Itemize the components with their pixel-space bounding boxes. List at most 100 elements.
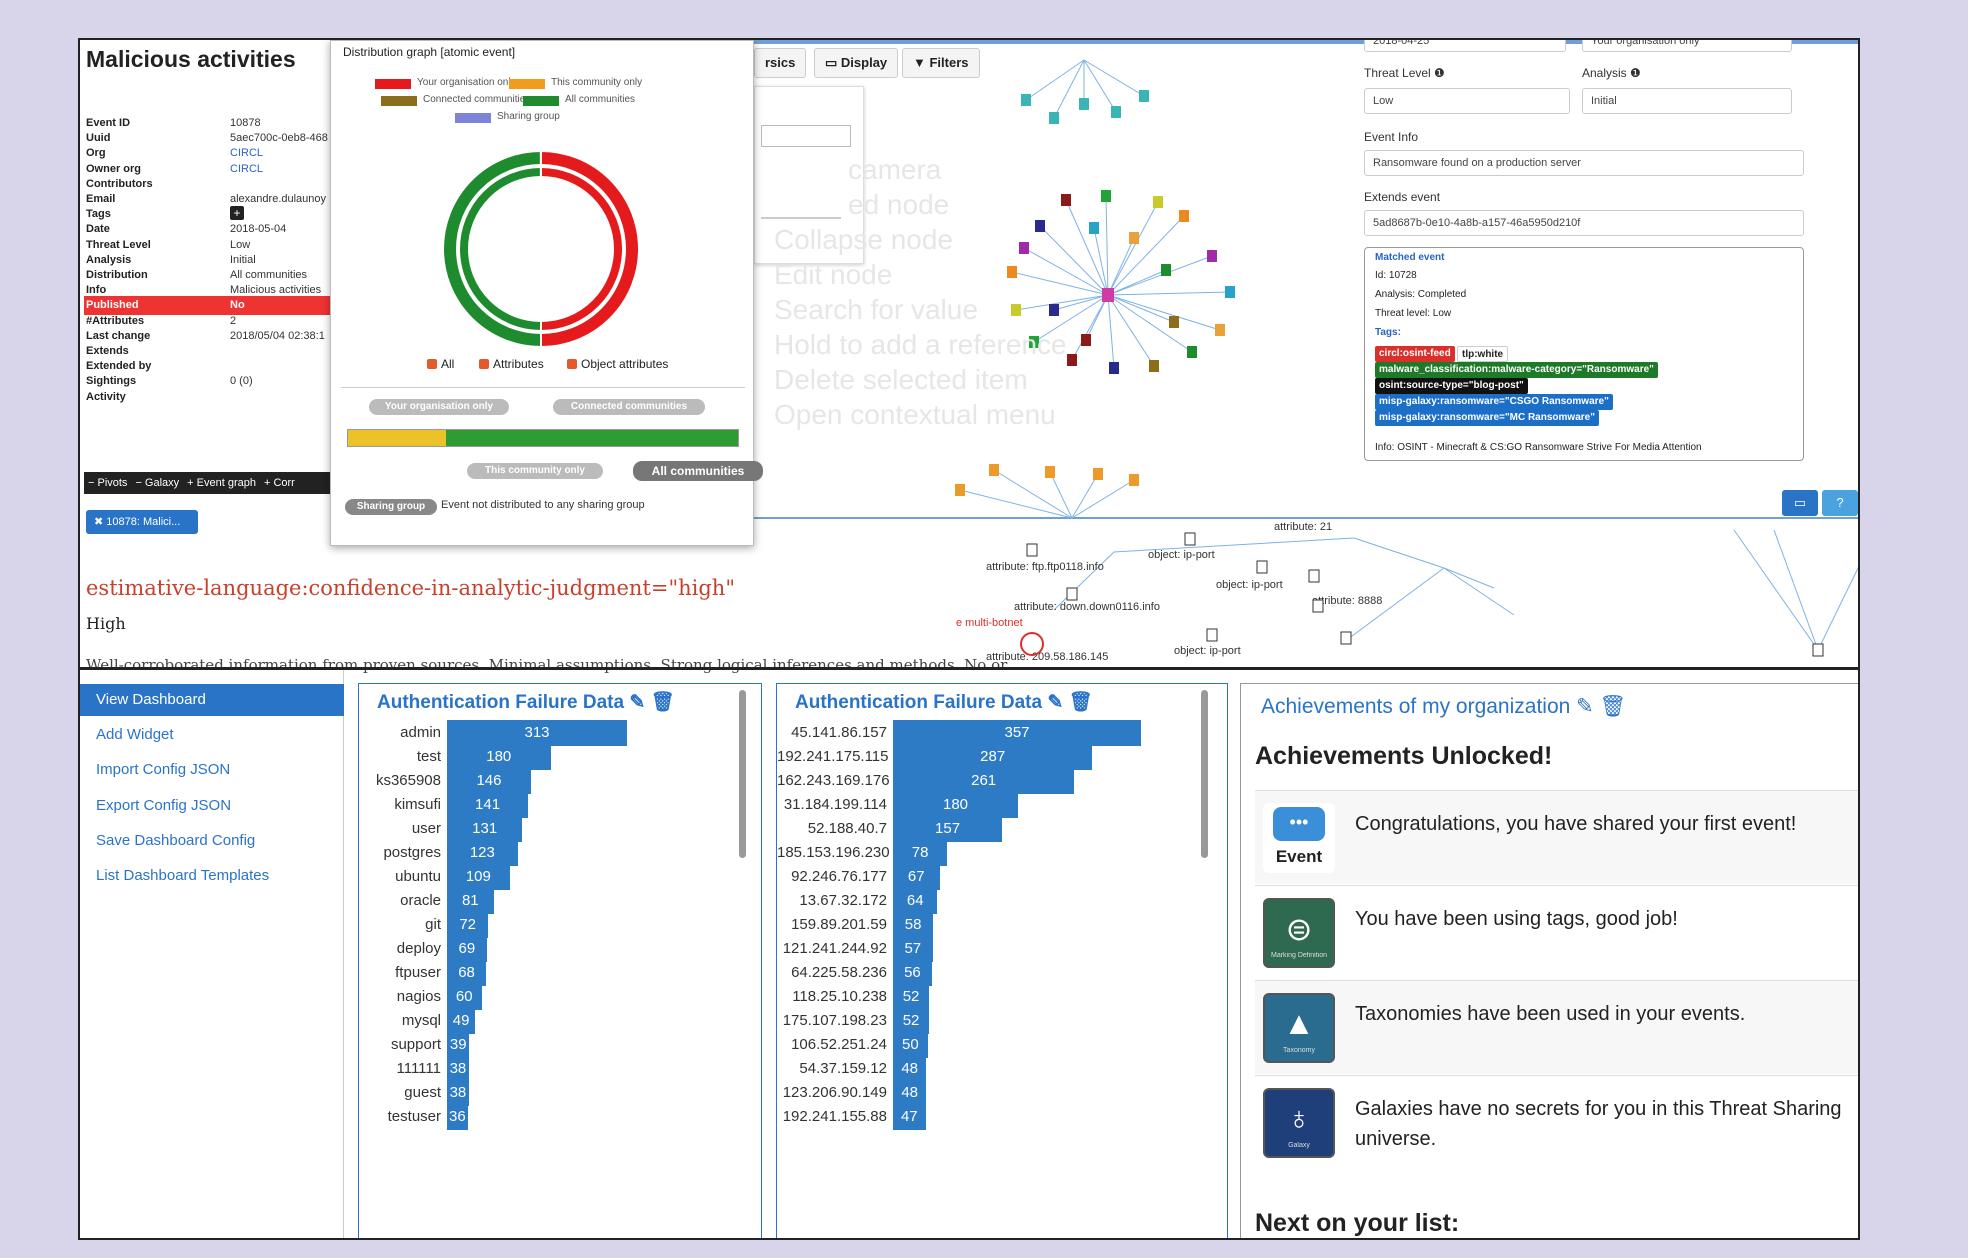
graph-node[interactable] <box>1206 628 1218 642</box>
tag-chip[interactable]: osint:source-type="blog-post" <box>1375 378 1528 394</box>
graph-node[interactable] <box>1139 90 1149 102</box>
checkbox-object-attributes[interactable]: Object attributes <box>567 357 668 371</box>
bar[interactable]: 180 <box>893 792 1019 818</box>
bar[interactable]: 69 <box>447 936 487 962</box>
bar[interactable]: 56 <box>893 960 932 986</box>
graph-node[interactable] <box>1129 232 1139 244</box>
bar[interactable]: 39 <box>447 1032 470 1058</box>
help-icon[interactable]: ? <box>1822 490 1858 516</box>
event-graph-area[interactable]: rsics ▭ Display ▼ Filters attribute: ftp… <box>754 40 1858 660</box>
edit-icon[interactable]: ✎ <box>1576 695 1594 718</box>
scrollbar[interactable] <box>1201 690 1208 858</box>
display-button[interactable]: ▭ Display <box>814 48 899 78</box>
checkbox-attributes[interactable]: Attributes <box>479 357 544 371</box>
tag-chip[interactable]: circl:osint-feed <box>1375 346 1455 362</box>
graph-node[interactable] <box>1093 468 1103 480</box>
event-info-input[interactable]: Ransomware found on a production server <box>1364 150 1804 176</box>
graph-node[interactable] <box>1066 587 1078 601</box>
graph-node[interactable] <box>1187 346 1197 358</box>
graph-node[interactable] <box>1225 286 1235 298</box>
attr-value[interactable]: CIRCL <box>230 147 264 160</box>
distribution-select[interactable]: Your organisation only <box>1582 40 1792 52</box>
graph-node[interactable] <box>1340 631 1352 645</box>
checkbox-icon[interactable] <box>567 359 577 369</box>
bar[interactable]: 131 <box>447 816 523 842</box>
attr-value[interactable]: CIRCL <box>230 162 264 175</box>
bar[interactable]: 48 <box>893 1080 927 1106</box>
graph-node[interactable] <box>1207 250 1217 262</box>
graph-node[interactable] <box>1129 474 1139 486</box>
graph-node[interactable] <box>1061 194 1071 206</box>
bar[interactable]: 357 <box>893 720 1141 746</box>
bar[interactable]: 180 <box>447 744 551 770</box>
bar[interactable]: 141 <box>447 792 529 818</box>
checkbox-icon[interactable] <box>427 359 437 369</box>
edit-icon[interactable]: ✎ <box>1047 692 1064 713</box>
pivot-toolbar-item[interactable]: − Galaxy <box>135 477 180 489</box>
graph-node[interactable] <box>1256 560 1268 574</box>
sidebar-item-add-widget[interactable]: Add Widget <box>96 726 174 743</box>
graph-node[interactable] <box>989 464 999 476</box>
graph-node[interactable] <box>955 484 965 496</box>
graph-hub-node[interactable] <box>1102 288 1114 302</box>
threat-level-select[interactable]: Low <box>1364 88 1570 114</box>
graph-node[interactable] <box>1049 304 1059 316</box>
bar[interactable]: 109 <box>447 864 510 890</box>
graph-node[interactable] <box>1026 543 1038 557</box>
bar[interactable]: 287 <box>893 744 1093 770</box>
dropdown-slider[interactable] <box>761 217 841 219</box>
pivot-toolbar-item[interactable]: + Event graph <box>187 477 256 489</box>
filters-button[interactable]: ▼ Filters <box>902 48 980 78</box>
graph-node[interactable] <box>1153 196 1163 208</box>
graph-node[interactable] <box>1081 334 1091 346</box>
info-icon[interactable]: ❶ <box>1630 66 1641 80</box>
graph-node[interactable] <box>1812 643 1824 657</box>
bar[interactable]: 52 <box>893 984 930 1010</box>
pivot-tag-button[interactable]: ✖ 10878: Malici... <box>86 510 198 534</box>
graph-node[interactable] <box>1169 316 1179 328</box>
graph-node[interactable] <box>1007 266 1017 278</box>
graph-node[interactable] <box>1019 242 1029 254</box>
graph-node[interactable] <box>1312 599 1324 613</box>
graph-node[interactable] <box>1101 190 1111 202</box>
graph-node[interactable] <box>1215 324 1225 336</box>
dropdown-input[interactable] <box>761 125 851 147</box>
graph-node[interactable] <box>1079 98 1089 110</box>
scrollbar[interactable] <box>739 690 746 858</box>
bar[interactable]: 60 <box>447 984 482 1010</box>
date-input[interactable]: 2018-04-25 <box>1364 40 1566 52</box>
checkbox-icon[interactable] <box>479 359 489 369</box>
bar[interactable]: 78 <box>893 840 948 866</box>
graph-node[interactable] <box>1109 362 1119 374</box>
bar[interactable]: 36 <box>447 1104 468 1130</box>
tag-chip[interactable]: malware_classification:malware-category=… <box>1375 362 1658 378</box>
graph-node[interactable] <box>1029 336 1039 348</box>
trash-icon[interactable]: 🗑 <box>1068 692 1093 713</box>
graph-node[interactable] <box>1179 210 1189 222</box>
edit-icon[interactable]: ✎ <box>629 692 646 713</box>
graph-node[interactable] <box>1161 264 1171 276</box>
info-icon[interactable]: ❶ <box>1434 66 1445 80</box>
checkbox-all[interactable]: All <box>427 357 454 371</box>
bar[interactable]: 64 <box>893 888 938 914</box>
bar[interactable]: 123 <box>447 840 518 866</box>
bar[interactable]: 146 <box>447 768 531 794</box>
trash-icon[interactable]: 🗑 <box>1599 695 1627 718</box>
graph-node[interactable] <box>1021 94 1031 106</box>
pivot-toolbar-item[interactable]: − Pivots <box>88 477 128 489</box>
statistics-button[interactable]: rsics <box>754 48 807 78</box>
bar[interactable]: 38 <box>447 1056 469 1082</box>
sidebar-item-view-dashboard[interactable]: View Dashboard <box>80 684 344 716</box>
bar[interactable]: 81 <box>447 888 494 914</box>
add-tag-icon[interactable]: + <box>230 206 244 221</box>
sidebar-item-export-config[interactable]: Export Config JSON <box>96 797 232 814</box>
graph-node[interactable] <box>1045 466 1055 478</box>
bar[interactable]: 49 <box>447 1008 476 1034</box>
graph-node[interactable] <box>1089 222 1099 234</box>
graph-node[interactable] <box>1111 106 1121 118</box>
tag-chip[interactable]: tlp:white <box>1457 346 1509 362</box>
bar[interactable]: 50 <box>893 1032 928 1058</box>
trash-icon[interactable]: 🗑 <box>650 692 675 713</box>
analysis-select[interactable]: Initial <box>1582 88 1792 114</box>
bar[interactable]: 47 <box>893 1104 926 1130</box>
